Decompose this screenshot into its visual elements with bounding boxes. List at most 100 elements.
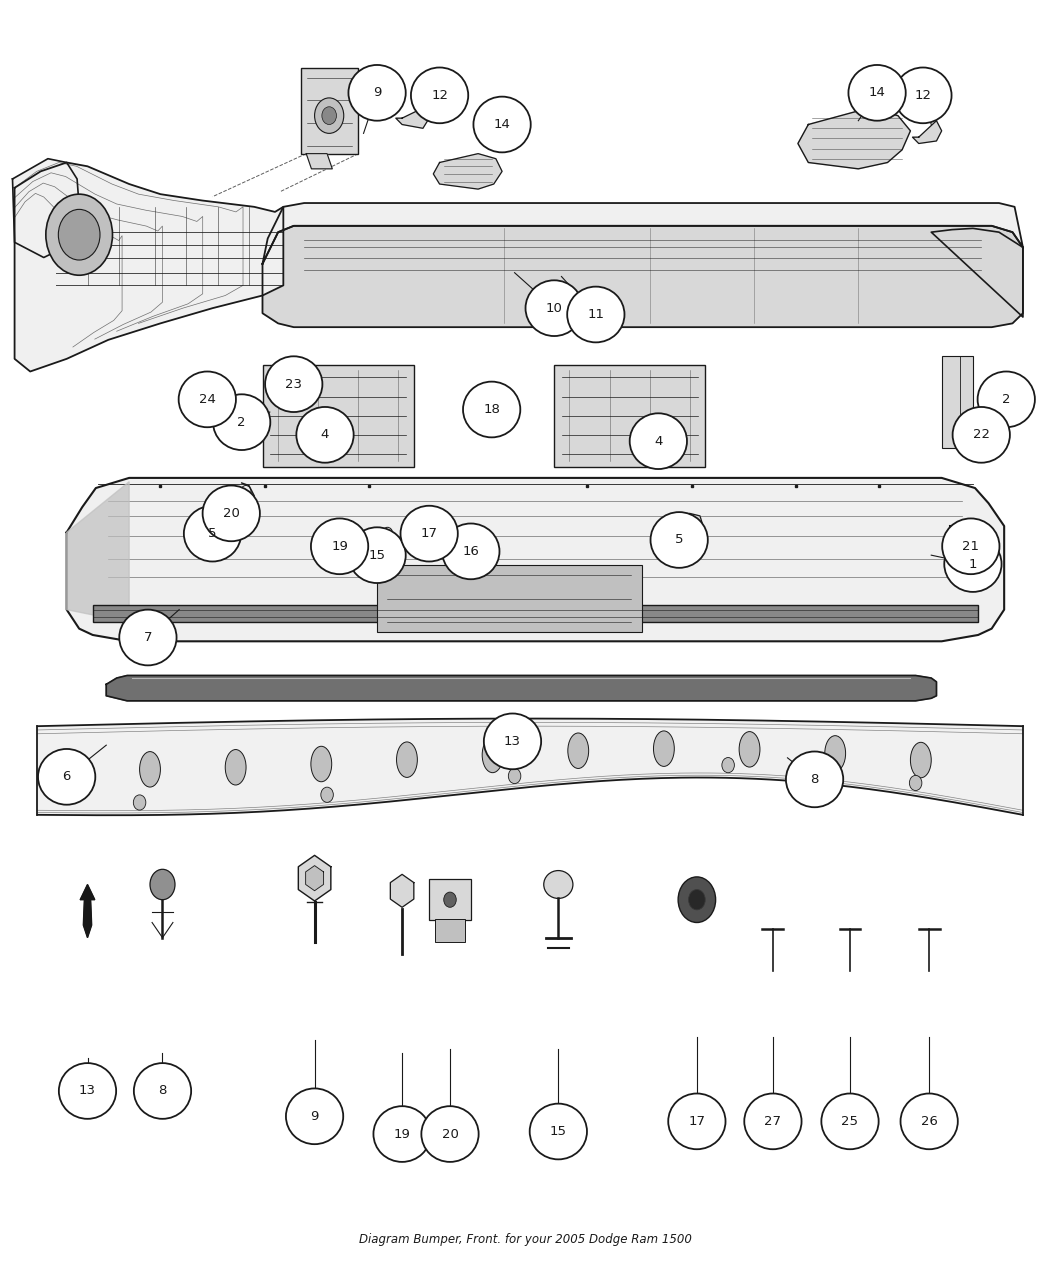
Polygon shape [798, 108, 910, 168]
Text: 19: 19 [331, 539, 348, 553]
Ellipse shape [529, 1104, 587, 1159]
Ellipse shape [463, 381, 521, 437]
Bar [942, 356, 973, 448]
Ellipse shape [482, 737, 503, 773]
Text: 23: 23 [286, 377, 302, 390]
Text: 20: 20 [442, 1127, 459, 1141]
Ellipse shape [349, 528, 405, 583]
Text: 8: 8 [159, 1085, 167, 1098]
Text: 14: 14 [494, 119, 510, 131]
Bar [436, 919, 464, 941]
Text: 15: 15 [369, 548, 385, 562]
Ellipse shape [668, 1094, 726, 1149]
Circle shape [214, 507, 231, 528]
Polygon shape [931, 228, 1023, 317]
Text: 12: 12 [915, 89, 931, 102]
Ellipse shape [178, 371, 236, 427]
Ellipse shape [901, 1094, 958, 1149]
Text: 9: 9 [311, 1109, 319, 1123]
Circle shape [678, 877, 716, 923]
Ellipse shape [895, 68, 951, 124]
Circle shape [315, 98, 343, 134]
Ellipse shape [786, 751, 843, 807]
Text: 4: 4 [321, 428, 330, 441]
Polygon shape [307, 153, 332, 168]
Ellipse shape [744, 1094, 801, 1149]
Ellipse shape [59, 1063, 117, 1119]
Text: 21: 21 [963, 539, 980, 553]
Circle shape [59, 209, 100, 260]
Ellipse shape [739, 732, 760, 768]
Text: Diagram Bumper, Front. for your 2005 Dodge Ram 1500: Diagram Bumper, Front. for your 2005 Dod… [358, 1233, 692, 1246]
Polygon shape [15, 162, 284, 371]
Text: 9: 9 [373, 87, 381, 99]
Circle shape [321, 787, 333, 802]
Circle shape [909, 775, 922, 790]
Polygon shape [262, 203, 1023, 264]
Circle shape [46, 194, 112, 275]
Text: 1: 1 [969, 557, 978, 570]
Ellipse shape [942, 519, 1000, 574]
Bar [377, 565, 642, 632]
Text: 25: 25 [841, 1114, 859, 1128]
Circle shape [689, 890, 706, 910]
Ellipse shape [824, 736, 845, 771]
Polygon shape [80, 885, 94, 937]
Text: 2: 2 [1002, 393, 1010, 405]
Ellipse shape [120, 609, 176, 666]
Text: 13: 13 [79, 1085, 96, 1098]
Ellipse shape [140, 751, 161, 787]
Ellipse shape [978, 371, 1035, 427]
Ellipse shape [397, 742, 417, 778]
Ellipse shape [630, 413, 687, 469]
Text: 15: 15 [550, 1125, 567, 1139]
Circle shape [444, 892, 457, 908]
Circle shape [678, 523, 695, 542]
Text: 18: 18 [483, 403, 500, 416]
Polygon shape [306, 866, 323, 891]
Ellipse shape [400, 506, 458, 561]
Ellipse shape [651, 513, 708, 567]
Ellipse shape [133, 1063, 191, 1119]
Text: 19: 19 [394, 1127, 411, 1141]
Ellipse shape [374, 1107, 430, 1162]
Ellipse shape [544, 871, 573, 899]
Ellipse shape [296, 407, 354, 463]
Text: 7: 7 [144, 631, 152, 644]
Ellipse shape [349, 65, 405, 121]
Text: 12: 12 [432, 89, 448, 102]
Polygon shape [434, 153, 502, 189]
Ellipse shape [38, 748, 96, 805]
Bar [92, 604, 979, 622]
Circle shape [133, 794, 146, 810]
Ellipse shape [653, 731, 674, 766]
Ellipse shape [203, 486, 260, 541]
Ellipse shape [568, 733, 589, 769]
Text: 27: 27 [764, 1114, 781, 1128]
Text: 22: 22 [972, 428, 990, 441]
Polygon shape [106, 676, 937, 701]
Ellipse shape [910, 742, 931, 778]
Circle shape [721, 757, 734, 773]
Text: 17: 17 [421, 527, 438, 541]
Polygon shape [912, 121, 942, 144]
Polygon shape [391, 875, 414, 908]
Ellipse shape [484, 714, 541, 769]
Text: 4: 4 [654, 435, 663, 448]
Circle shape [322, 107, 336, 125]
Bar [554, 365, 706, 467]
Polygon shape [298, 856, 331, 901]
Polygon shape [667, 514, 705, 551]
Ellipse shape [226, 750, 246, 785]
Text: 16: 16 [462, 544, 479, 558]
Ellipse shape [952, 407, 1010, 463]
Polygon shape [202, 501, 242, 534]
Circle shape [508, 769, 521, 784]
Circle shape [150, 870, 175, 900]
Text: 10: 10 [546, 302, 563, 315]
Ellipse shape [213, 394, 270, 450]
Ellipse shape [944, 537, 1002, 592]
Bar [429, 880, 470, 921]
Text: 14: 14 [868, 87, 885, 99]
Text: 26: 26 [921, 1114, 938, 1128]
